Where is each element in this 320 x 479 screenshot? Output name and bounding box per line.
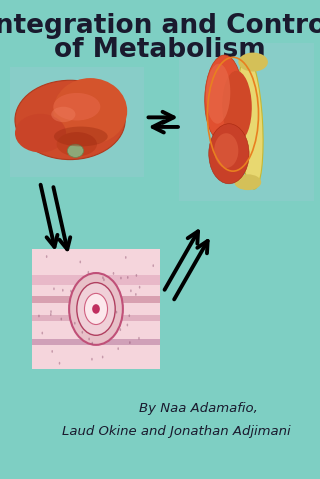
Ellipse shape [152,264,154,267]
Ellipse shape [139,286,140,289]
Ellipse shape [238,53,268,71]
Ellipse shape [90,300,92,303]
Ellipse shape [102,329,104,332]
Ellipse shape [214,133,238,168]
Ellipse shape [234,174,261,190]
Ellipse shape [60,318,62,320]
Text: Laud Okine and Jonathan Adjimani: Laud Okine and Jonathan Adjimani [62,424,290,438]
Ellipse shape [70,290,72,293]
Ellipse shape [209,124,249,184]
Ellipse shape [69,273,123,345]
Ellipse shape [53,93,100,121]
Text: By Naa Adamafio,: By Naa Adamafio, [139,401,258,415]
Ellipse shape [129,314,130,317]
Text: Integration and Control: Integration and Control [0,13,320,39]
Text: of Metabolism: of Metabolism [54,37,266,63]
Ellipse shape [135,293,137,296]
Ellipse shape [57,132,97,156]
Ellipse shape [125,256,127,259]
Ellipse shape [205,55,243,142]
Ellipse shape [222,71,252,142]
Ellipse shape [92,304,100,314]
Ellipse shape [112,302,113,305]
Ellipse shape [74,322,76,325]
Ellipse shape [68,144,84,158]
Bar [179,43,314,201]
Ellipse shape [113,272,114,275]
Ellipse shape [136,274,137,277]
Ellipse shape [15,114,66,152]
Bar [32,296,160,303]
Ellipse shape [50,313,52,316]
Ellipse shape [79,261,81,263]
Ellipse shape [59,362,60,365]
Ellipse shape [92,342,93,344]
Ellipse shape [116,311,117,314]
Ellipse shape [50,310,52,313]
Ellipse shape [52,350,53,353]
Ellipse shape [46,255,47,258]
Ellipse shape [54,126,108,147]
Ellipse shape [129,341,131,344]
Bar [32,275,160,285]
Ellipse shape [120,328,121,331]
Ellipse shape [138,337,140,340]
Ellipse shape [42,331,43,334]
Ellipse shape [91,358,93,361]
Ellipse shape [103,278,105,281]
Ellipse shape [127,323,128,326]
Ellipse shape [84,293,108,325]
Ellipse shape [130,289,132,292]
Ellipse shape [127,276,129,279]
Ellipse shape [206,64,230,124]
Ellipse shape [102,276,104,279]
Bar [10,67,144,177]
Bar [32,315,160,321]
Ellipse shape [15,80,125,160]
Ellipse shape [88,271,89,274]
Ellipse shape [38,315,40,318]
Ellipse shape [102,355,103,358]
Ellipse shape [82,331,83,334]
Ellipse shape [51,107,76,122]
Ellipse shape [53,287,55,290]
Ellipse shape [117,347,119,350]
Ellipse shape [77,283,115,335]
Ellipse shape [53,78,127,144]
Ellipse shape [238,55,263,189]
Ellipse shape [62,289,64,292]
Bar [32,249,160,369]
Bar [32,339,160,345]
Ellipse shape [88,338,90,341]
Bar [32,249,160,369]
Ellipse shape [120,276,122,279]
